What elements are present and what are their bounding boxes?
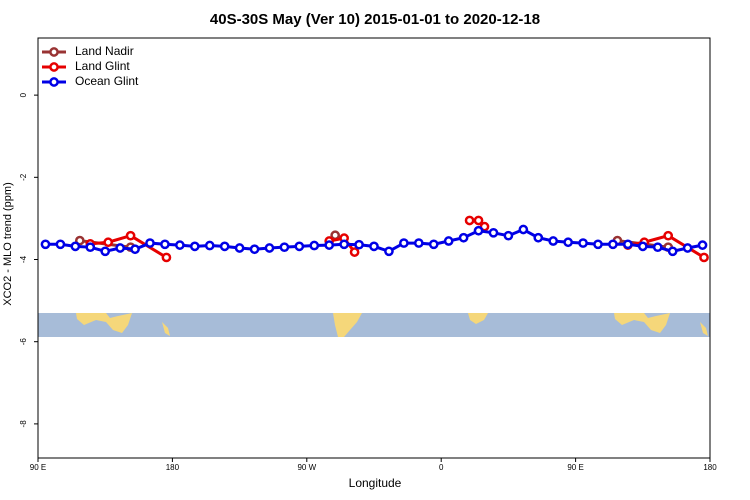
legend-label: Ocean Glint <box>75 74 139 88</box>
data-point <box>667 246 678 257</box>
data-point <box>85 242 96 253</box>
data-point <box>349 247 360 257</box>
data-point <box>593 239 603 250</box>
data-point <box>264 243 275 253</box>
data-point <box>115 243 125 253</box>
plot-frame <box>37 37 711 459</box>
data-point <box>608 239 618 250</box>
y-tick-label: -6 <box>19 338 28 346</box>
data-point <box>637 241 648 252</box>
data-point <box>100 246 111 257</box>
y-axis-label: XCO2 - MLO trend (ppm) <box>2 182 14 305</box>
y-tick-label: -8 <box>19 420 28 428</box>
data-point <box>175 240 185 250</box>
data-point <box>488 227 499 238</box>
series-line <box>90 218 705 259</box>
data-point <box>160 239 170 250</box>
data-point <box>70 241 81 252</box>
map-strip <box>38 313 710 337</box>
legend-marker <box>49 62 59 72</box>
data-point <box>40 239 51 250</box>
data-point <box>413 238 424 248</box>
data-point <box>145 238 155 248</box>
data-point <box>55 239 66 250</box>
data-point <box>279 242 290 253</box>
data-point <box>652 242 663 253</box>
legend-marker <box>49 47 59 57</box>
data-point <box>623 239 633 250</box>
chart-title: 40S-30S May (Ver 10) 2015-01-01 to 2020-… <box>210 11 540 28</box>
data-point <box>249 244 260 255</box>
data-point <box>354 239 364 250</box>
data-point <box>503 230 514 241</box>
data-point <box>204 240 215 251</box>
data-point <box>699 252 709 263</box>
x-tick-label: 0 <box>439 463 444 472</box>
data-point <box>578 238 588 248</box>
x-tick-label: 90 E <box>567 463 583 472</box>
data-point <box>294 241 305 252</box>
data-point <box>458 232 469 243</box>
x-tick-label: 180 <box>166 463 180 472</box>
data-point <box>125 230 136 241</box>
data-point <box>473 225 484 236</box>
data-point <box>563 237 573 248</box>
data-point <box>324 240 335 250</box>
x-tick-label: 90 E <box>30 463 46 472</box>
data-point <box>234 243 245 253</box>
data-point <box>428 239 439 250</box>
data-point <box>548 236 559 246</box>
data-point <box>399 238 409 248</box>
data-point <box>443 236 454 246</box>
x-axis-label: Longitude <box>349 476 402 490</box>
data-point <box>219 241 230 252</box>
legend-marker <box>49 77 59 87</box>
data-point <box>697 240 708 250</box>
data-point <box>130 244 140 255</box>
data-point <box>518 224 529 235</box>
data-point <box>682 243 693 253</box>
data-point <box>464 215 475 226</box>
x-tick-label: 180 <box>703 463 717 472</box>
y-tick-label: 0 <box>19 92 28 97</box>
x-tick-label: 90 W <box>297 463 316 472</box>
data-point <box>103 237 114 248</box>
data-point <box>384 246 394 257</box>
legend-label: Land Nadir <box>75 44 134 58</box>
data-point <box>309 240 320 251</box>
data-point <box>663 230 674 241</box>
data-point <box>533 232 544 243</box>
data-point <box>189 241 200 252</box>
y-tick-label: -4 <box>19 255 28 263</box>
data-point <box>161 252 172 263</box>
legend-label: Land Glint <box>75 59 130 73</box>
y-tick-label: -2 <box>19 173 28 181</box>
data-point <box>473 215 484 226</box>
data-point <box>339 239 349 250</box>
data-point <box>369 241 379 252</box>
